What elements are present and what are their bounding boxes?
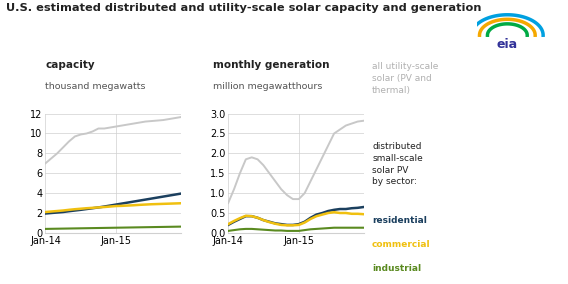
Text: eia: eia [497, 38, 518, 51]
Text: capacity: capacity [45, 60, 95, 70]
Text: industrial: industrial [372, 264, 421, 273]
Text: monthly generation: monthly generation [213, 60, 329, 70]
Text: distributed
small-scale
solar PV
by sector:: distributed small-scale solar PV by sect… [372, 142, 423, 186]
Text: million megawatthours: million megawatthours [213, 82, 323, 91]
Text: U.S. estimated distributed and utility-scale solar capacity and generation: U.S. estimated distributed and utility-s… [6, 3, 481, 13]
Text: residential: residential [372, 216, 427, 225]
Text: thousand megawatts: thousand megawatts [45, 82, 146, 91]
Text: all utility-scale
solar (PV and
thermal): all utility-scale solar (PV and thermal) [372, 62, 438, 95]
Text: commercial: commercial [372, 240, 431, 249]
